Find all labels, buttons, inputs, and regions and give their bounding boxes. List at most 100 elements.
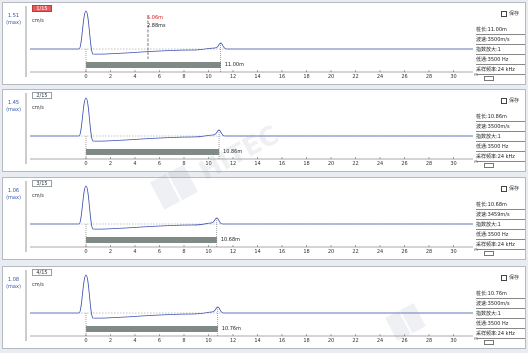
x-tick-label: 16 <box>278 338 286 344</box>
record-index[interactable]: 1/15 <box>32 5 52 12</box>
x-tick-label: 14 <box>254 249 261 255</box>
x-tick-label: 12 <box>229 249 237 255</box>
sampling-field[interactable]: 采样频率:24 kHz <box>476 241 525 250</box>
x-tick-label: 12 <box>229 338 237 344</box>
amplification-field[interactable]: 指数放大:1 <box>476 310 525 319</box>
x-tick-label: 22 <box>352 338 359 344</box>
x-tick-label: 16 <box>278 249 286 255</box>
sampling-field[interactable]: 采样频率:24 kHz <box>476 153 525 162</box>
scale-toggle[interactable] <box>484 251 494 256</box>
x-tick-label: 0 <box>84 161 88 167</box>
x-tick-label: 4 <box>133 161 137 167</box>
x-tick-label: 18 <box>303 249 310 255</box>
velocity-unit: cm/s <box>32 18 44 24</box>
x-tick-label: 4 <box>133 74 137 80</box>
x-tick-label: 8 <box>182 161 186 167</box>
x-tick-label: 24 <box>376 74 384 80</box>
velocity-trace <box>30 10 473 55</box>
save-label: 保存 <box>508 186 519 192</box>
lowpass-field[interactable]: 低通:3500 Hz <box>476 143 525 152</box>
x-tick-label: 28 <box>425 161 433 167</box>
record-index[interactable]: 2/15 <box>32 92 52 99</box>
x-axis-unit: m <box>474 72 478 77</box>
velocity-unit: cm/s <box>32 105 44 111</box>
checkbox-icon[interactable] <box>500 10 507 17</box>
amplification-field[interactable]: 指数放大:1 <box>476 46 525 55</box>
x-tick-label: 18 <box>303 74 310 80</box>
waveform-plot[interactable] <box>3 178 475 260</box>
scale-toggle[interactable] <box>484 76 494 81</box>
pile-length-bar <box>86 62 221 68</box>
lowpass-field[interactable]: 低通:3500 Hz <box>476 320 525 329</box>
cursor-time: 2.88ms <box>147 23 166 29</box>
gain-mode: (max) <box>6 20 21 26</box>
pile-length-label: 10.68m <box>220 237 241 243</box>
lowpass-field[interactable]: 低通:3500 Hz <box>476 231 525 240</box>
waveform-plot[interactable] <box>3 267 475 349</box>
checkbox-icon[interactable] <box>500 274 507 281</box>
x-tick-label: 20 <box>327 249 335 255</box>
x-axis-unit: m <box>474 159 478 164</box>
pile-length-field[interactable]: 桩长:11.00m <box>476 26 525 35</box>
wave-speed-field[interactable]: 波速:3500m/s <box>476 300 525 309</box>
x-tick-label: 0 <box>84 249 88 255</box>
record-index[interactable]: 4/15 <box>32 269 52 276</box>
pile-length-field[interactable]: 桩长:10.68m <box>476 201 525 210</box>
pile-length-bar <box>86 326 218 332</box>
lowpass-field[interactable]: 低通:3500 Hz <box>476 56 525 65</box>
waveform-panel[interactable]: 1.06 (max) 3/15 cm/s 保存 桩长:10.68m 波速:3459m/s 指数… <box>2 177 526 260</box>
x-tick-label: 18 <box>303 161 310 167</box>
x-tick-label: 26 <box>401 338 408 344</box>
x-tick-label: 20 <box>327 338 335 344</box>
wave-speed-field[interactable]: 波速:3500m/s <box>476 123 525 132</box>
amplification-field[interactable]: 指数放大:1 <box>476 133 525 142</box>
x-tick-label: 24 <box>376 161 384 167</box>
gain-readout: 1.51 (max) <box>5 13 22 27</box>
velocity-trace <box>30 185 473 230</box>
x-tick-label: 12 <box>229 161 237 167</box>
waveform-plot[interactable] <box>3 90 475 172</box>
pile-length-field[interactable]: 桩长:10.76m <box>476 290 525 299</box>
x-tick-label: 16 <box>278 74 286 80</box>
amplification-field[interactable]: 指数放大:1 <box>476 221 525 230</box>
wave-speed-field[interactable]: 波速:3500m/s <box>476 36 525 45</box>
x-tick-label: 10 <box>205 161 212 167</box>
velocity-trace <box>30 274 473 319</box>
sampling-field[interactable]: 采样频率:24 kHz <box>476 330 525 339</box>
x-tick-label: 6 <box>157 249 162 255</box>
pile-length-field[interactable]: 桩长:10.86m <box>476 113 525 122</box>
x-tick-label: 2 <box>108 74 113 80</box>
pile-length-label: 11.00m <box>224 62 244 68</box>
save-checkbox[interactable]: 保存 <box>500 10 519 17</box>
x-axis-unit: m <box>474 336 478 341</box>
checkbox-icon[interactable] <box>500 97 507 104</box>
checkbox-icon[interactable] <box>500 185 507 192</box>
save-checkbox[interactable]: 保存 <box>500 97 519 104</box>
x-tick-label: 30 <box>450 74 457 80</box>
record-index[interactable]: 3/15 <box>32 180 52 187</box>
waveform-panel[interactable]: 1.08 (max) 4/15 cm/s 保存 桩长:10.76m 波速:3500m/s 指数… <box>2 266 526 349</box>
x-tick-label: 30 <box>450 249 457 255</box>
waveform-panel[interactable]: 1.51 (max) 1/15 cm/s 保存桩长:11.00m 波速:3500m/s 指数… <box>2 2 526 85</box>
scale-toggle[interactable] <box>484 340 494 345</box>
x-tick-label: 22 <box>352 74 359 80</box>
gain-mode: (max) <box>6 284 21 290</box>
gain-readout: 1.08 (max) <box>5 277 22 291</box>
x-tick-label: 22 <box>352 249 359 255</box>
x-tick-label: 2 <box>108 249 113 255</box>
waveform-panel[interactable]: 1.45 (max) 2/15 cm/s 保存桩长:10.86m 波速:3500m/s 指数… <box>2 89 526 172</box>
pile-length-label: 10.76m <box>221 326 241 332</box>
gain-readout: 1.45 (max) <box>5 100 22 114</box>
x-tick-label: 4 <box>133 249 137 255</box>
save-checkbox[interactable]: 保存 <box>500 185 519 192</box>
x-tick-label: 30 <box>450 161 457 167</box>
waveform-plot[interactable] <box>3 3 475 85</box>
x-tick-label: 18 <box>303 338 310 344</box>
x-tick-label: 16 <box>278 161 286 167</box>
wave-speed-field[interactable]: 波速:3459m/s <box>476 211 525 220</box>
pile-length-bar <box>86 149 220 155</box>
scale-toggle[interactable] <box>484 163 494 168</box>
sampling-field[interactable]: 采样频率:24 kHz <box>476 66 525 75</box>
x-tick-label: 8 <box>182 338 186 344</box>
save-checkbox[interactable]: 保存 <box>500 274 519 281</box>
